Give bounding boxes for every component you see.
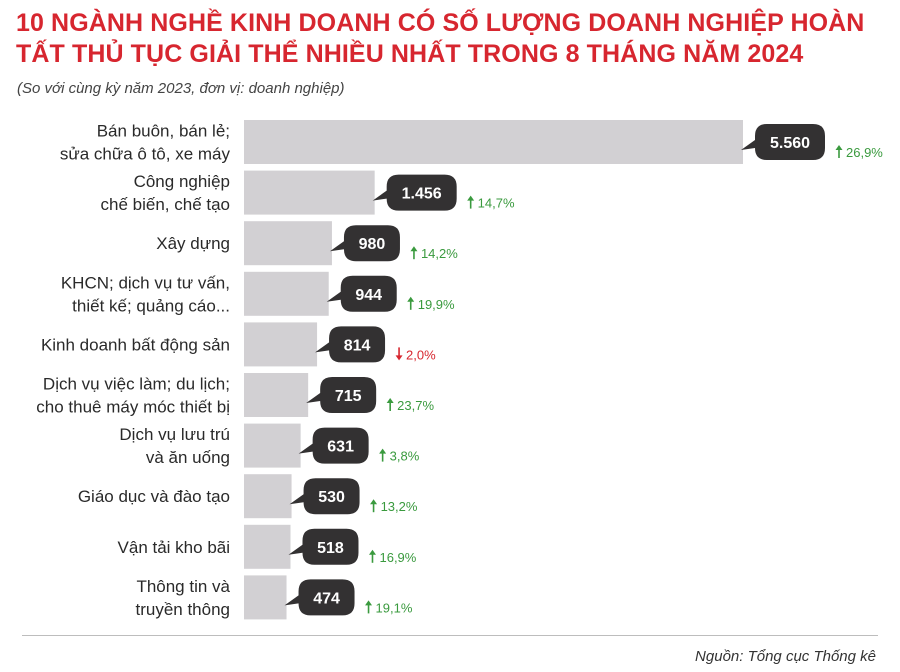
bar-5 [244,373,309,417]
bar-7 [244,474,292,519]
arrow-up-icon-0 [835,145,843,158]
category-label-0: sửa chữa ô tô, xe máy [60,145,231,164]
value-label-5: 715 [335,388,362,405]
category-label-1: Công nghiệp [134,172,230,191]
category-label-3: KHCN; dịch vụ tư vấn, [61,273,230,292]
category-label-5: Dịch vụ việc làm; du lịch; [43,375,230,394]
value-badge-9 [284,579,355,616]
category-label-7: Giáo dục và đào tạo [78,487,230,506]
category-label-9: Thông tin và [136,577,230,596]
change-label-0: 26,9% [846,145,883,160]
arrow-up-icon-7 [370,499,378,513]
category-label-4: Kinh doanh bất động sản [41,335,230,354]
category-label-6: Dịch vụ lưu trú [119,425,230,444]
bar-2 [244,221,332,266]
change-label-7: 13,2% [381,499,418,514]
value-label-3: 944 [355,287,382,304]
chart-title: 10 NGÀNH NGHỀ KINH DOANH CÓ SỐ LƯỢNG DOA… [16,9,865,68]
value-label-6: 631 [327,439,354,456]
value-badge-5 [306,377,377,413]
arrow-up-icon-6 [379,448,387,462]
bar-8 [244,524,291,569]
value-badge-3 [326,275,397,312]
arrow-up-icon-9 [365,600,373,614]
change-label-8: 16,9% [379,550,416,565]
value-label-8: 518 [317,540,344,557]
change-label-3: 19,9% [418,297,455,312]
category-label-8: Vận tải kho bãi [118,538,230,557]
change-label-5: 23,7% [397,398,434,413]
arrow-up-icon-3 [407,296,415,310]
chart-subtitle: (So với cùng kỳ năm 2023, đơn vị: doanh … [17,80,345,97]
bar-1 [244,170,375,215]
value-badge-4 [315,326,386,363]
arrow-up-icon-2 [410,246,418,260]
category-label-3: thiết kế; quảng cáo... [72,296,230,315]
category-label-5: cho thuê máy móc thiết bị [36,398,230,417]
change-label-9: 19,1% [376,600,413,615]
arrow-up-icon-8 [368,549,376,563]
footer-divider [22,635,878,636]
value-label-2: 980 [359,236,386,253]
arrow-down-icon-4 [395,347,403,361]
arrow-up-icon-1 [467,195,475,209]
change-label-6: 3,8% [390,449,420,464]
bar-3 [244,271,329,316]
value-label-9: 474 [313,590,340,607]
category-label-9: truyền thông [135,600,230,619]
change-label-1: 14,7% [478,196,515,211]
value-badge-7 [289,478,360,515]
value-label-1: 1.456 [402,186,442,203]
change-label-4: 2,0% [406,347,436,362]
value-badge-0 [741,124,825,160]
value-label-0: 5.560 [770,135,810,152]
category-label-0: Bán buôn, bán lẻ; [97,122,230,141]
value-badge-6 [298,427,369,464]
category-label-1: chế biến, chế tạo [101,195,230,214]
value-badge-8 [288,528,359,565]
bar-6 [244,423,301,468]
value-label-4: 814 [344,337,371,354]
change-label-2: 14,2% [421,246,458,261]
arrow-up-icon-5 [386,398,394,411]
category-label-6: và ăn uống [146,448,230,467]
value-badge-1 [372,174,457,211]
category-label-2: Xây dựng [156,234,230,253]
source-note: Nguồn: Tổng cục Thống kê [695,648,876,665]
value-label-7: 530 [318,489,345,506]
value-badge-2 [329,225,400,262]
bar-0 [244,120,743,164]
bar-9 [244,575,287,620]
bar-4 [244,322,318,367]
